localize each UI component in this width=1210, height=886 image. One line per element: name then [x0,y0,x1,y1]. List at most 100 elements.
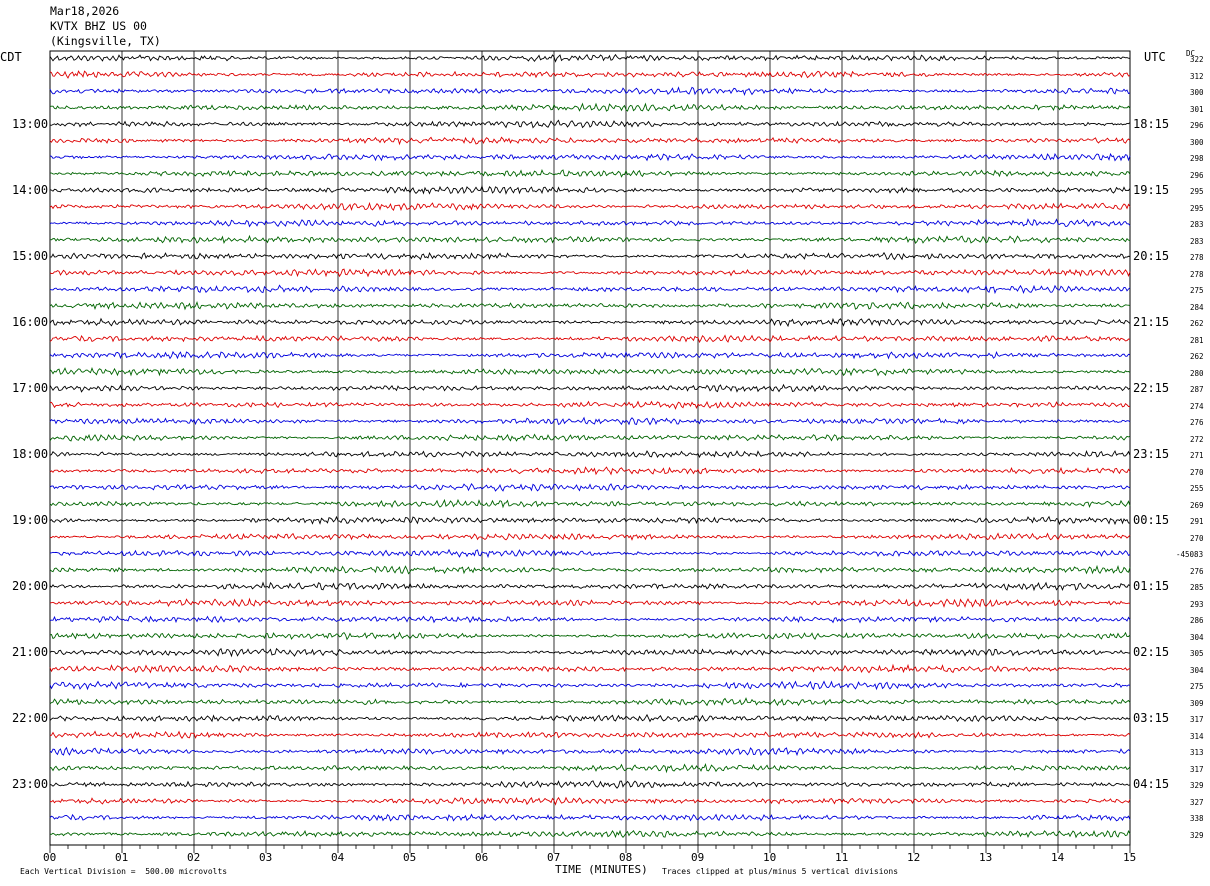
trace-20 [49,383,1131,393]
trace-8 [49,184,1131,195]
dc-offset-label: 329 [1190,781,1204,791]
dc-label: DC [1186,49,1196,58]
dc-offset-label: 283 [1190,220,1204,230]
dc-offset-label: 295 [1190,187,1204,197]
left-hour-label: 16:00 [12,315,49,330]
x-tick-label: 05 [403,851,417,864]
trace-46 [49,813,1131,822]
dc-offset-label: 309 [1190,698,1204,708]
x-tick-label: 01 [115,851,129,864]
x-tick-label: 03 [259,851,273,864]
trace-14 [49,284,1131,295]
left-hour-label: 14:00 [12,183,49,198]
dc-offset-label: 286 [1190,616,1204,626]
right-hour-label: 00:15 [1133,513,1170,528]
right-hour-label: 04:15 [1133,777,1170,792]
left-zone-label: CDT [0,50,22,64]
dc-offset-label: 276 [1190,418,1204,428]
x-tick-label: 02 [187,851,201,864]
right-hour-label: 22:15 [1133,381,1170,396]
dc-offset-label: 327 [1190,797,1204,807]
trace-45 [49,796,1131,806]
dc-offset-label: 312 [1190,71,1204,81]
dc-offset-label: 285 [1190,583,1204,593]
right-hour-label: 23:15 [1133,447,1170,462]
scale-note: Each Vertical Division = 500.00 microvol… [20,867,228,876]
trace-41 [49,730,1131,740]
dc-offset-label: 269 [1190,500,1204,510]
trace-44 [49,780,1131,789]
trace-3 [49,102,1131,112]
dc-offset-label: 314 [1190,731,1204,741]
trace-12 [49,251,1131,261]
dc-offset-label: 262 [1190,319,1204,329]
left-hour-label: 20:00 [12,579,49,594]
trace-23 [49,433,1131,442]
trace-42 [49,746,1131,757]
dc-offset-label: 317 [1190,764,1204,774]
trace-16 [49,317,1131,328]
dc-offset-label: 301 [1190,104,1204,114]
x-axis-title: TIME (MINUTES) [555,863,648,876]
dc-offset-label: 295 [1190,203,1204,213]
header-station: KVTX BHZ US 00 [50,19,147,33]
trace-40 [49,713,1131,723]
left-hour-label: 15:00 [12,249,49,264]
left-hour-label: 17:00 [12,381,49,396]
right-hour-label: 20:15 [1133,249,1170,264]
dc-offset-label: 283 [1190,236,1204,246]
dc-offset-label: 338 [1190,814,1204,824]
dc-offset-label: 274 [1190,401,1204,411]
right-hour-label: 02:15 [1133,645,1170,660]
trace-32 [49,581,1131,592]
trace-9 [49,201,1131,212]
dc-offset-label: 293 [1190,599,1204,609]
trace-26 [49,482,1131,492]
plot-frame [49,50,1131,846]
dc-offset-label: 275 [1190,682,1204,692]
dc-offset-label: 300 [1190,137,1204,147]
dc-offset-label: 329 [1190,831,1204,840]
trace-13 [49,268,1131,278]
dc-offset-label: 278 [1190,253,1204,263]
dc-offset-label: 276 [1190,566,1204,576]
left-hour-label: 23:00 [12,777,49,792]
right-zone-label: UTC [1144,50,1166,64]
trace-30 [49,548,1131,559]
trace-38 [49,680,1131,691]
dc-offset-label: 271 [1190,451,1204,461]
dc-offset-label: 313 [1190,748,1204,758]
trace-34 [49,615,1131,624]
trace-15 [49,301,1131,311]
x-tick-label: 10 [763,851,777,864]
dc-offset-label: 270 [1190,533,1204,543]
right-hour-label: 01:15 [1133,579,1170,594]
trace-22 [49,416,1131,426]
trace-18 [49,350,1131,360]
dc-offset-label: 270 [1190,467,1204,477]
left-hour-label: 21:00 [12,645,49,660]
dc-offset-label: 296 [1190,170,1204,180]
left-hour-label: 13:00 [12,117,49,132]
dc-offset-label: 305 [1190,649,1204,659]
dc-offset-label: 281 [1190,335,1204,345]
dc-offset-label: 300 [1190,88,1204,98]
x-tick-label: 06 [475,851,489,864]
dc-offset-label: 275 [1190,286,1204,296]
right-hour-label: 19:15 [1133,183,1170,198]
trace-10 [49,218,1131,228]
trace-33 [49,597,1131,608]
x-tick-label: 08 [619,851,633,864]
x-tick-label: 12 [907,851,921,864]
trace-35 [49,631,1131,641]
dc-offset-label: 304 [1190,665,1204,675]
dc-offset-label: 317 [1190,715,1204,725]
dc-offset-label: 280 [1190,368,1204,378]
dc-offset-label: 291 [1190,517,1204,527]
right-hour-label: 03:15 [1133,711,1170,726]
dc-offset-label: 296 [1190,121,1204,131]
left-hour-label: 22:00 [12,711,49,726]
trace-36 [49,647,1131,658]
dc-offset-label: 322 [1190,55,1204,64]
